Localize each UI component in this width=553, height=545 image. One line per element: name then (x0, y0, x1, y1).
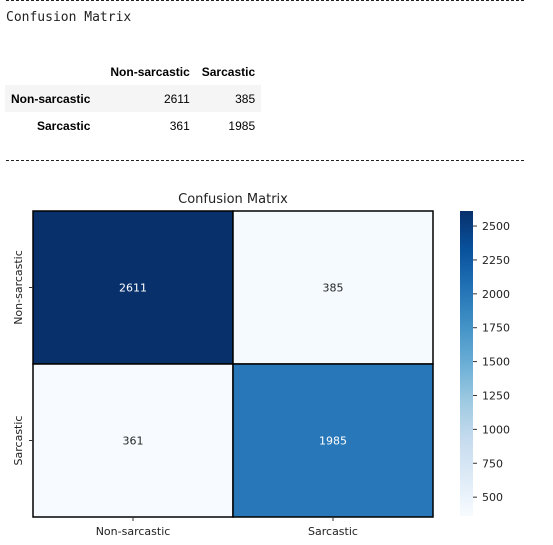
table-cell: 2611 (163, 91, 190, 106)
colorbar-ticks: 500 750 1000 1250 1500 1750 2000 2250 2500 (473, 220, 510, 504)
confusion-table: Non-sarcastic Sarcastic Non-sarcastic 26… (5, 58, 262, 139)
heatmap-cell (32, 363, 234, 518)
column-header: Non-sarcastic (110, 64, 190, 79)
colorbar (460, 211, 473, 516)
colorbar-tick-label: 1750 (482, 322, 510, 335)
table-cell: 385 (235, 91, 256, 106)
x-tick-labels: Non-sarcastic Sarcastic (96, 517, 358, 538)
heatmap-cells: 2611 385 361 1985 (32, 210, 434, 518)
heatmap-cell (232, 210, 434, 365)
cell-value-label: 1985 (319, 435, 347, 448)
cell-value-label: 2611 (119, 282, 147, 295)
chart-title: Confusion Matrix (178, 192, 288, 207)
separator-top (6, 0, 524, 1)
heatmap-cell (32, 210, 234, 365)
table-header-row: Non-sarcastic Sarcastic (5, 58, 261, 85)
table-corner (5, 58, 96, 85)
column-header: Sarcastic (201, 64, 256, 79)
colorbar-tick-label: 2250 (482, 254, 510, 267)
table-row: Non-sarcastic 2611 385 (5, 85, 262, 112)
x-tick-label: Sarcastic (308, 525, 358, 538)
heatmap-cell (232, 363, 434, 518)
heatmap-frame (32, 210, 434, 518)
colorbar-tick-label: 750 (482, 457, 503, 470)
output-heading: Confusion Matrix (6, 10, 132, 25)
row-header: Non-sarcastic (11, 91, 91, 106)
heatmap-chart: Confusion Matrix 2611 385 361 1985 Non-sarc… (12, 192, 510, 538)
cell-value-label: 385 (323, 282, 344, 295)
colorbar-tick-label: 500 (482, 491, 503, 504)
table-cell: 1985 (228, 118, 256, 133)
cell-value-label: 361 (123, 435, 144, 448)
colorbar-tick-label: 2500 (482, 220, 510, 233)
colorbar-tick-label: 1250 (482, 389, 510, 402)
x-tick-label: Non-sarcastic (96, 525, 171, 538)
y-tick-labels: Non-sarcastic Sarcastic (12, 250, 33, 465)
table-row: Sarcastic 361 1985 (5, 112, 261, 139)
row-header: Sarcastic (37, 118, 91, 133)
colorbar-tick-label: 2000 (482, 288, 510, 301)
y-tick-label: Sarcastic (12, 416, 25, 466)
colorbar-tick-label: 1000 (482, 423, 510, 436)
y-tick-label: Non-sarcastic (12, 250, 25, 325)
separator-bottom (6, 160, 524, 161)
colorbar-tick-label: 1500 (482, 356, 510, 369)
table-cell: 361 (169, 118, 190, 133)
